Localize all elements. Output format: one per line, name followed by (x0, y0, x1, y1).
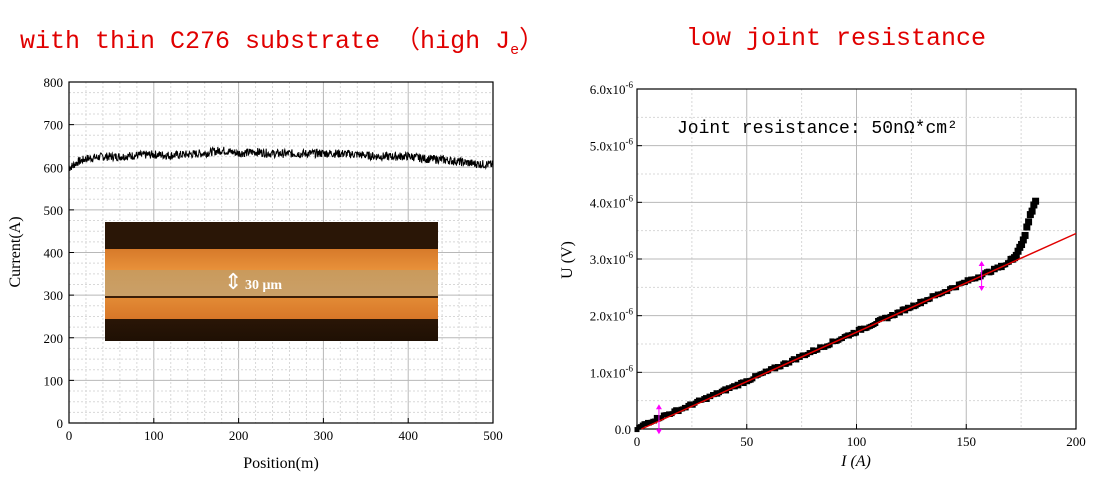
data-point (1023, 223, 1031, 231)
x-tick-label: 100 (847, 434, 867, 449)
data-point (1032, 197, 1040, 205)
x-tick-label: 300 (314, 428, 334, 443)
data-point (652, 418, 658, 424)
y-tick-label: 800 (44, 75, 64, 90)
y-tick-label: 0 (57, 416, 64, 431)
data-point (669, 411, 675, 417)
inset-scale-label: 30 μm (245, 278, 283, 293)
data-point (827, 342, 833, 348)
data-point (659, 415, 665, 421)
y-tick-label: 4.0x10-6 (590, 193, 634, 210)
x-tick-label: 400 (398, 428, 418, 443)
x-tick-label: 200 (1066, 434, 1086, 449)
data-point (1030, 201, 1038, 209)
data-point (1019, 236, 1027, 244)
y-axis-label: Current(A) (7, 216, 24, 287)
x-tick-label: 150 (957, 434, 977, 449)
y-tick-label: 600 (44, 160, 64, 175)
x-tick-label: 500 (483, 428, 503, 443)
y-tick-label: 6.0x10-6 (590, 80, 634, 97)
right-title: low joint resistance (686, 24, 987, 53)
y-tick-label: 5.0x10-6 (590, 137, 634, 154)
data-point (1014, 247, 1022, 255)
data-point (1025, 218, 1033, 226)
y-tick-label: 3.0x10-6 (590, 250, 634, 267)
y-axis-label: U (V) (559, 241, 576, 279)
y-tick-label: 400 (44, 246, 64, 261)
data-point (1018, 241, 1026, 249)
x-tick-label: 0 (66, 428, 73, 443)
data-point (1028, 207, 1036, 215)
data-point (683, 405, 689, 411)
y-tick-label: 2.0x10-6 (590, 307, 634, 324)
x-axis-label: Position(m) (243, 455, 319, 472)
annotation-joint-resistance: Joint resistance: 50nΩ*cm² (677, 119, 958, 139)
cross-section-photo: ⇕ 30 μm (105, 222, 438, 341)
double-arrow-icon: ⇕ (224, 269, 243, 294)
y-tick-label: 300 (44, 288, 64, 303)
y-tick-label: 0.0 (615, 422, 631, 437)
linear-fit-line (641, 232, 1077, 430)
x-tick-label: 0 (634, 434, 641, 449)
y-tick-label: 100 (44, 373, 64, 388)
x-tick-label: 50 (740, 434, 753, 449)
y-tick-label: 200 (44, 331, 64, 346)
y-tick-label: 700 (44, 118, 64, 133)
y-tick-label: 1.0x10-6 (590, 363, 634, 380)
y-tick-label: 500 (44, 203, 64, 218)
x-tick-label: 100 (144, 428, 164, 443)
left-title: with thin C276 substrate （high Je） (20, 27, 545, 59)
x-axis-label: I (A) (840, 453, 871, 470)
x-tick-label: 200 (229, 428, 249, 443)
data-point (1012, 251, 1020, 259)
data-point (794, 357, 800, 363)
data-point (1021, 231, 1029, 239)
current-series-line (68, 145, 494, 171)
data-point (989, 269, 995, 275)
